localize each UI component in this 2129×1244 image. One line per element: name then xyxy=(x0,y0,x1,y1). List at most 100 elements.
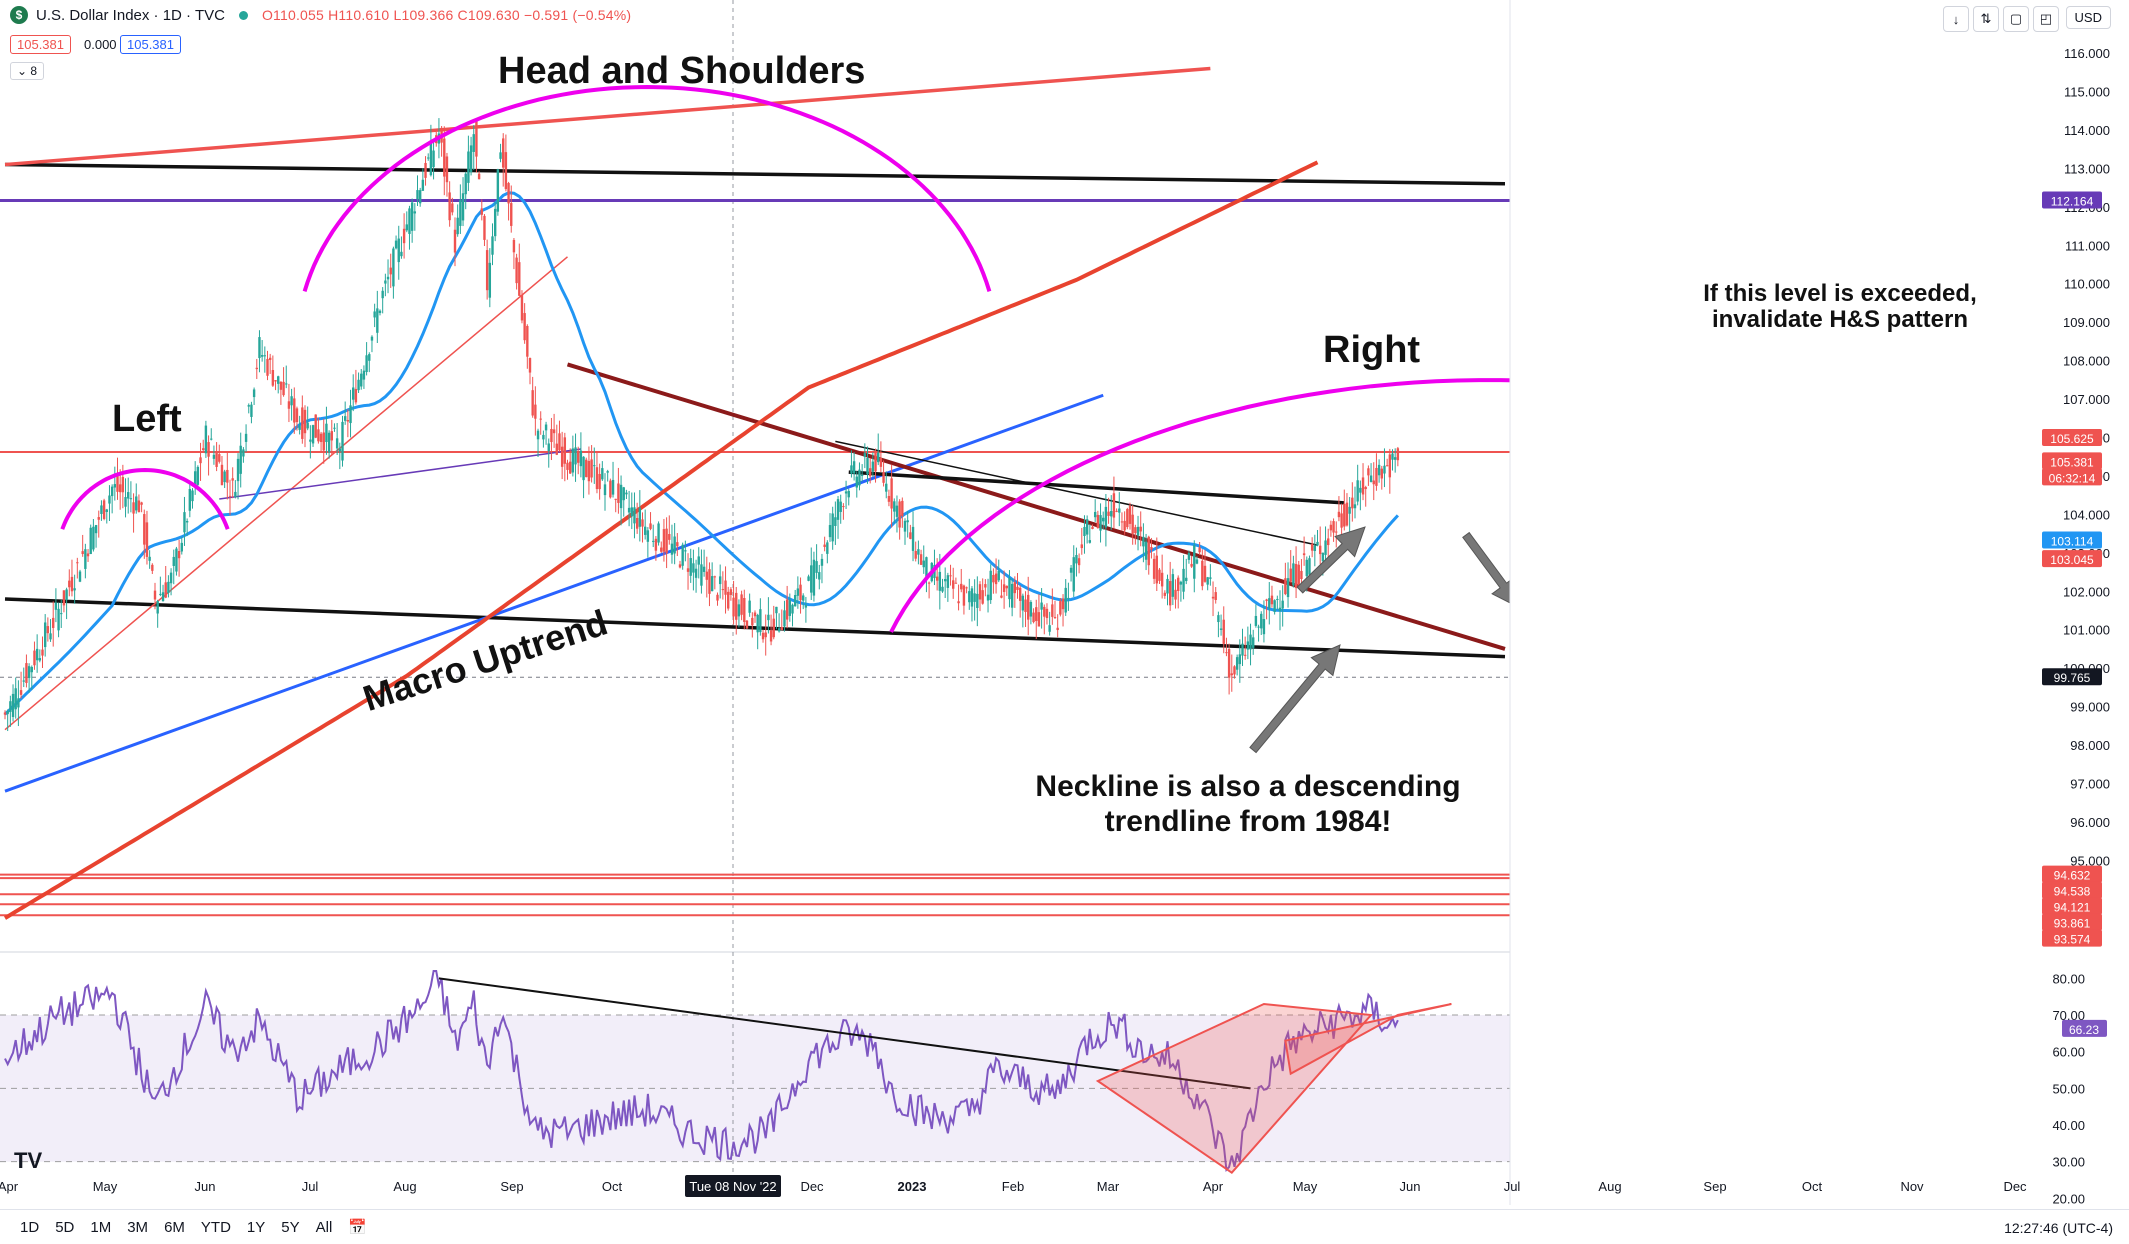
candle xyxy=(1131,514,1134,534)
candle xyxy=(301,407,304,439)
range-ytd[interactable]: YTD xyxy=(200,1218,231,1236)
candle xyxy=(19,690,23,695)
candle xyxy=(807,576,810,581)
candle xyxy=(882,471,885,483)
candle xyxy=(935,576,939,581)
range-5y[interactable]: 5Y xyxy=(281,1218,300,1236)
candle xyxy=(1093,511,1097,518)
candle xyxy=(416,190,419,200)
candle xyxy=(483,215,486,240)
candle xyxy=(868,468,872,477)
restore-icon[interactable]: ◰ xyxy=(2033,6,2059,32)
range-6m[interactable]: 6M xyxy=(164,1218,185,1236)
candle xyxy=(510,203,513,226)
candle xyxy=(1000,595,1003,598)
candle xyxy=(885,483,888,492)
candle xyxy=(373,311,376,318)
range-3m[interactable]: 3M xyxy=(127,1218,149,1236)
candle xyxy=(834,517,837,526)
candle xyxy=(810,565,813,593)
candle xyxy=(1388,454,1392,478)
candle xyxy=(919,554,923,565)
candle xyxy=(204,425,208,454)
candle xyxy=(922,560,925,568)
candle xyxy=(368,354,371,361)
swap-icon[interactable]: ⇅ xyxy=(1973,6,1999,32)
ohlc-readout: O110.055 H110.610 L109.366 C109.630 −0.5… xyxy=(261,7,632,23)
candle xyxy=(844,491,848,494)
indicators-toggle[interactable]: ⌄ 8 xyxy=(10,62,45,80)
range-1y[interactable]: 1Y xyxy=(246,1218,266,1236)
sell-price[interactable]: 105.381 xyxy=(10,35,71,54)
candle xyxy=(89,527,92,555)
candle xyxy=(472,134,475,152)
currency-selector[interactable]: USD xyxy=(2065,6,2111,29)
candle xyxy=(590,459,593,478)
range-all[interactable]: All xyxy=(315,1218,333,1236)
trendline-top xyxy=(4,162,1506,186)
price-tick: 114.000 xyxy=(2064,123,2110,138)
candle xyxy=(263,355,267,357)
candle xyxy=(992,574,995,583)
calendar-icon[interactable]: 📅 xyxy=(348,1219,367,1236)
rsi-wedge xyxy=(1095,1002,1374,1174)
range-1m[interactable]: 1M xyxy=(90,1218,112,1236)
square-icon[interactable]: ▢ xyxy=(2003,6,2029,32)
candle xyxy=(408,208,411,234)
candle xyxy=(625,492,628,495)
candle xyxy=(1018,587,1022,601)
time-cursor-label xyxy=(685,1175,781,1197)
tradingview-logo: TV xyxy=(14,1148,43,1173)
candle xyxy=(668,534,671,540)
candle xyxy=(874,450,877,472)
candle xyxy=(185,520,189,523)
candle xyxy=(1091,526,1094,530)
candle xyxy=(1155,555,1158,584)
candle xyxy=(30,666,33,673)
candle xyxy=(1337,511,1341,518)
candle xyxy=(193,471,197,485)
candle xyxy=(860,475,864,477)
candle xyxy=(686,568,690,572)
arc-left-shoulder xyxy=(60,467,230,530)
candle xyxy=(1059,601,1062,615)
candle xyxy=(1139,526,1142,532)
candle xyxy=(255,367,258,370)
candle xyxy=(555,443,558,455)
candle xyxy=(542,434,545,440)
candle xyxy=(793,595,797,607)
candle xyxy=(571,448,575,473)
candle xyxy=(641,519,644,527)
candle xyxy=(6,710,9,715)
candle xyxy=(906,520,909,523)
candle xyxy=(1005,585,1008,589)
candle xyxy=(727,591,730,609)
candle xyxy=(52,617,55,628)
candle xyxy=(772,618,775,638)
arc-head xyxy=(302,84,992,293)
range-5d[interactable]: 5D xyxy=(55,1218,75,1236)
candle xyxy=(132,502,135,514)
candle xyxy=(753,612,757,617)
candle xyxy=(1123,520,1126,531)
candle xyxy=(1375,467,1378,486)
candle xyxy=(1302,553,1306,556)
candle xyxy=(1002,584,1006,593)
neckline xyxy=(4,597,1506,659)
candle xyxy=(223,471,226,483)
price-label-text: 103.114 xyxy=(2051,534,2094,548)
arrow-down-icon[interactable]: ↓ xyxy=(1943,6,1969,32)
candle xyxy=(469,145,473,173)
candle xyxy=(228,495,232,497)
candle xyxy=(1327,538,1330,546)
range-1d[interactable]: 1D xyxy=(20,1218,40,1236)
candle xyxy=(887,495,891,502)
symbol-title[interactable]: U.S. Dollar Index · 1D · TVC xyxy=(36,6,225,24)
candle xyxy=(196,466,200,485)
candle xyxy=(670,543,674,555)
candle xyxy=(448,192,451,221)
buy-price[interactable]: 105.381 xyxy=(120,35,181,54)
candle xyxy=(1080,544,1083,549)
price-label xyxy=(2042,881,2102,899)
